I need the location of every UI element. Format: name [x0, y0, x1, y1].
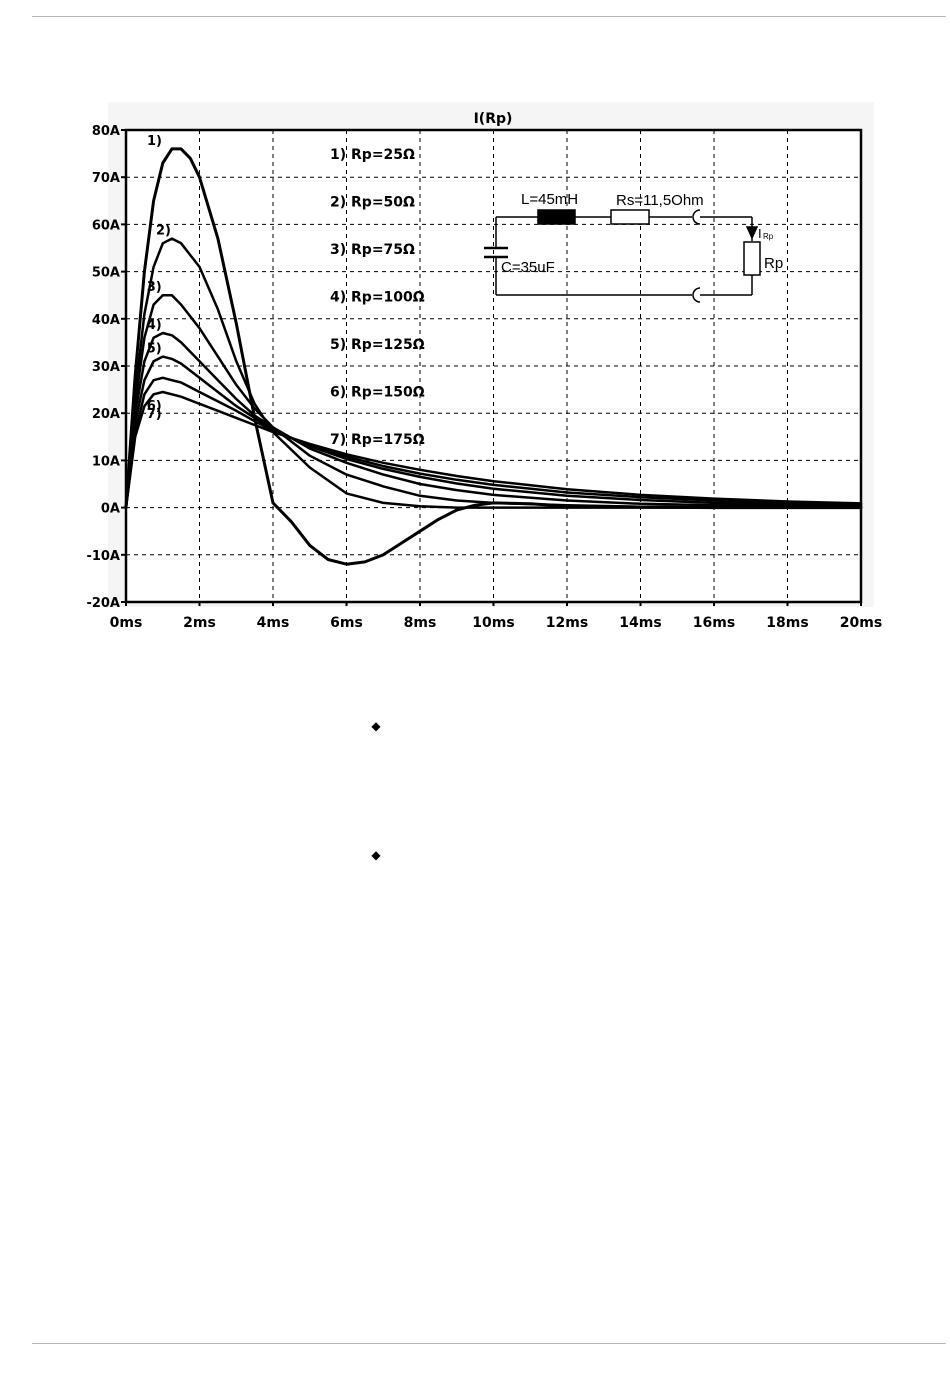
diamond-bullet-icon: ◆: [371, 719, 381, 733]
y-tick-label: 20A: [92, 407, 120, 422]
load-resistor-symbol: [743, 241, 761, 276]
current-label: I: [758, 226, 762, 241]
y-tick-label: -20A: [86, 596, 120, 611]
inductor-symbol: [537, 209, 576, 225]
curve-labels: 1) 2) 3) 4) 5) 6)7): [147, 134, 171, 422]
y-tick-label: 40A: [92, 313, 120, 328]
y-tick-label: 70A: [92, 171, 120, 186]
x-tick-label: 20ms: [840, 615, 882, 631]
curve-label-6: 6): [147, 399, 162, 414]
inductor-label: L=45mH: [521, 191, 578, 208]
x-tick-label: 16ms: [693, 615, 735, 631]
legend: 1) Rp=25Ω 2) Rp=50Ω 3) Rp=75Ω 4) Rp=100Ω 5) …: [330, 147, 425, 448]
legend-entry-7: 7) Rp=175Ω: [330, 432, 425, 448]
y-tick-label: 80A: [92, 124, 120, 139]
x-tick-label: 18ms: [766, 615, 808, 631]
current-arrow-icon: [745, 226, 759, 240]
y-tick-label: -10A: [86, 549, 120, 564]
y-tick-label: 10A: [92, 454, 120, 469]
capacitor-label: C=35uF: [501, 259, 555, 276]
y-tick-label: 30A: [92, 360, 120, 375]
y-tick-label: 50A: [92, 266, 120, 281]
x-tick-label: 14ms: [619, 615, 661, 631]
grid: [124, 128, 863, 604]
bottom-rule: [32, 1343, 946, 1344]
current-subscript-label: Rp: [763, 232, 774, 241]
x-tick-label: 6ms: [330, 615, 363, 631]
chart-svg: I(Rp) 0ms 2ms 4ms 6ms 8ms 10ms 12ms 14ms 16ms 18m…: [86, 102, 882, 631]
curve-label-1: 1): [147, 134, 162, 149]
x-tick-label: 0ms: [110, 615, 143, 631]
chart-figure: I(Rp) 0ms 2ms 4ms 6ms 8ms 10ms 12ms 14ms 16ms 18m…: [80, 102, 888, 632]
x-tick-label: 8ms: [404, 615, 437, 631]
legend-entry-3: 3) Rp=75Ω: [330, 242, 415, 258]
top-rule: [32, 16, 946, 17]
y-tick-label: 60A: [92, 218, 120, 233]
inset-circuit: [484, 209, 761, 303]
curve-label-7: 7): [147, 407, 162, 422]
curve-label-5: 5): [147, 342, 162, 357]
legend-entry-2: 2) Rp=50Ω: [330, 195, 415, 211]
curve-label-4: 4): [147, 318, 162, 333]
x-tick-label: 12ms: [546, 615, 588, 631]
x-tick-label: 10ms: [472, 615, 514, 631]
series-resistor-label: Rs=11,5Ohm: [616, 192, 704, 209]
axis-ticks: 0ms 2ms 4ms 6ms 8ms 10ms 12ms 14ms 16ms 18ms 20ms 8…: [86, 124, 882, 631]
series-line-4: [124, 331, 863, 509]
x-tick-label: 2ms: [183, 615, 216, 631]
curve-label-2: 2): [156, 224, 171, 239]
series-line-6: [124, 376, 863, 509]
y-tick-label: 0A: [101, 502, 120, 517]
series-resistor-symbol: [610, 209, 650, 225]
wire-crossing-bottom: [692, 287, 701, 303]
legend-entry-5: 5) Rp=125Ω: [330, 337, 425, 353]
x-tick-label: 4ms: [257, 615, 290, 631]
legend-entry-4: 4) Rp=100Ω: [330, 290, 425, 306]
chart-title: I(Rp): [474, 111, 513, 127]
series-group: [124, 147, 863, 566]
legend-entry-6: 6) Rp=150Ω: [330, 385, 425, 401]
wire-crossing-top: [692, 209, 701, 225]
curve-label-3: 3): [147, 280, 162, 295]
series-line-7: [124, 390, 863, 509]
legend-entry-1: 1) Rp=25Ω: [330, 147, 415, 163]
diamond-bullet-icon: ◆: [371, 848, 381, 862]
load-resistor-label: Rp: [764, 255, 783, 272]
